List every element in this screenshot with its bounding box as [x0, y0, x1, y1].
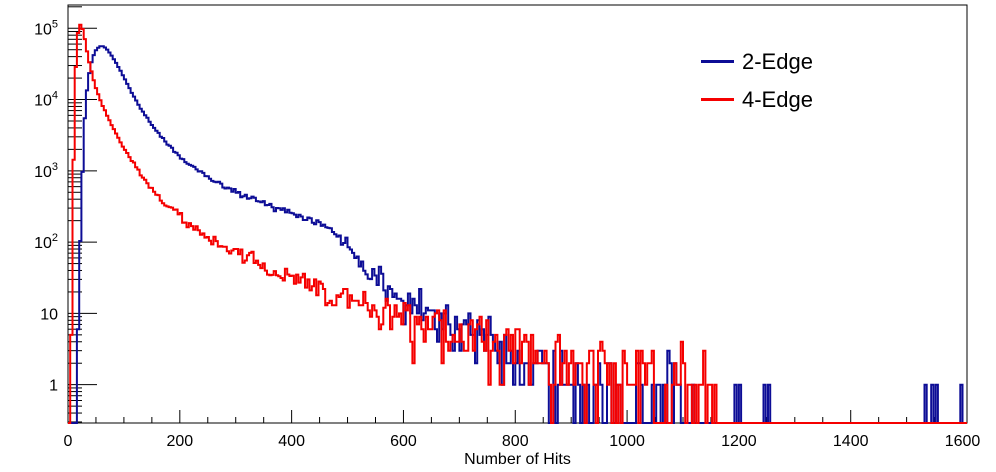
legend-line-4-edge — [701, 98, 734, 101]
x-tick-label: 600 — [390, 433, 417, 450]
legend-label-2-edge: 2-Edge — [742, 48, 813, 74]
legend-entry-4-edge: 4-Edge — [701, 85, 813, 114]
x-tick-label: 800 — [502, 433, 529, 450]
legend-line-2-edge — [701, 60, 734, 63]
plot-frame — [67, 4, 968, 424]
series-line-4-edge — [68, 23, 967, 424]
x-tick-label: 1400 — [833, 433, 869, 450]
y-tick-label: 10 — [40, 306, 58, 323]
y-tick-label: 102 — [34, 232, 58, 252]
y-tick-label: 103 — [34, 161, 58, 181]
x-tick-label: 1600 — [945, 433, 981, 450]
legend-entry-2-edge: 2-Edge — [701, 47, 813, 76]
x-tick-label: 1200 — [721, 433, 757, 450]
legend-label-4-edge: 4-Edge — [742, 86, 813, 112]
x-tick-label: 400 — [278, 433, 305, 450]
x-tick-label: 0 — [64, 433, 73, 450]
y-tick-label: 105 — [34, 18, 58, 38]
x-axis-title: Number of Hits — [464, 451, 571, 468]
legend: 2-Edge 4-Edge — [701, 47, 813, 114]
x-tick-label: 1000 — [609, 433, 645, 450]
y-tick-label: 1 — [49, 378, 58, 395]
x-tick-label: 200 — [166, 433, 193, 450]
y-tick-label: 104 — [34, 90, 58, 110]
